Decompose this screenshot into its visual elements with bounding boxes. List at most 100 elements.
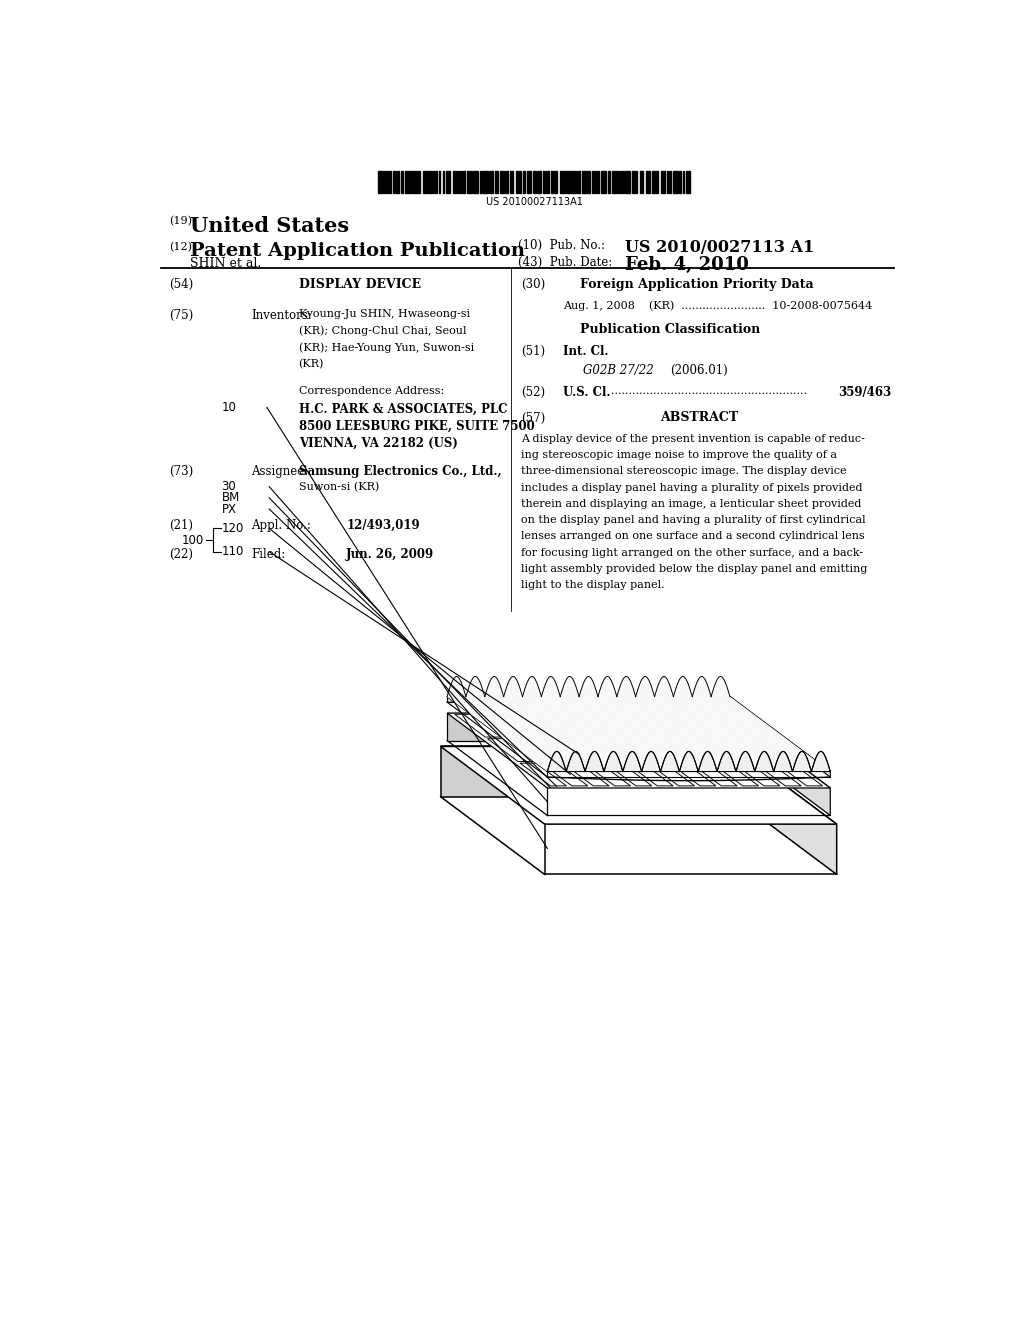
Polygon shape [658,739,705,762]
Bar [401,172,402,194]
Polygon shape [647,714,693,737]
Polygon shape [698,751,717,771]
Polygon shape [642,751,660,771]
Bar [636,172,637,194]
Bar [483,172,487,194]
Bar [384,172,388,194]
Polygon shape [733,746,837,874]
Polygon shape [637,739,683,762]
Bar [534,172,536,194]
Polygon shape [548,751,566,771]
Polygon shape [447,713,830,788]
Bar [538,172,541,194]
Polygon shape [572,739,620,762]
Text: Suwon-si (KR): Suwon-si (KR) [299,482,379,492]
Bar [546,172,550,194]
Text: 359/463: 359/463 [839,385,892,399]
Polygon shape [440,746,837,824]
Text: United States: United States [189,216,349,236]
Text: therein and displaying an image, a lenticular sheet provided: therein and displaying an image, a lenti… [521,499,861,510]
Bar [686,172,689,194]
Polygon shape [733,763,780,785]
Bar [640,172,643,194]
Bar [516,172,518,194]
Polygon shape [504,677,623,771]
Bar [625,172,630,194]
Text: PX: PX [221,503,237,516]
Polygon shape [522,677,642,771]
Polygon shape [604,714,650,737]
Bar [396,172,399,194]
Bar [632,172,635,194]
Polygon shape [736,751,755,771]
Polygon shape [542,763,588,785]
Polygon shape [447,677,566,771]
Polygon shape [509,739,555,762]
Bar [601,172,606,194]
Bar [612,172,616,194]
Polygon shape [563,763,609,785]
Text: (21): (21) [169,519,194,532]
Polygon shape [711,714,757,737]
Bar [679,172,681,194]
Bar [527,172,530,194]
Text: (43)  Pub. Date:: (43) Pub. Date: [518,256,612,269]
Bar [519,172,521,194]
Polygon shape [691,763,737,785]
Bar [607,172,610,194]
Text: (KR); Hae-Young Yun, Suwon-si: (KR); Hae-Young Yun, Suwon-si [299,342,474,352]
Text: (KR); Chong-Chul Chai, Seoul: (KR); Chong-Chul Chai, Seoul [299,326,466,337]
Text: (52): (52) [521,385,545,399]
Polygon shape [616,677,736,771]
Polygon shape [689,714,736,737]
Polygon shape [615,739,662,762]
Bar [427,172,432,194]
Text: 10: 10 [221,401,237,414]
Polygon shape [669,714,715,737]
Bar [473,172,477,194]
Polygon shape [626,714,672,737]
Bar [652,172,654,194]
Bar [378,172,383,194]
Polygon shape [447,697,830,771]
Polygon shape [711,677,830,771]
Text: 12/493,019: 12/493,019 [346,519,420,532]
Bar [456,172,460,194]
Bar [389,172,391,194]
Polygon shape [680,739,726,762]
Text: on the display panel and having a plurality of first cylindrical: on the display panel and having a plural… [521,515,865,525]
Text: Appl. No.:: Appl. No.: [251,519,311,532]
Polygon shape [583,714,629,737]
Polygon shape [793,751,811,771]
Text: Filed:: Filed: [251,548,286,561]
Polygon shape [440,746,733,797]
Bar [670,172,672,194]
Text: Publication Classification: Publication Classification [581,323,761,337]
Text: DISPLAY DEVICE: DISPLAY DEVICE [299,279,421,292]
Bar [673,172,678,194]
Text: US 2010/0027113 A1: US 2010/0027113 A1 [625,239,814,256]
Text: Aug. 1, 2008    (KR)  ........................  10-2008-0075644: Aug. 1, 2008 (KR) ......................… [563,301,872,312]
Bar [417,172,420,194]
Polygon shape [811,751,830,771]
Polygon shape [604,751,623,771]
Text: Assignee:: Assignee: [251,466,308,478]
Text: (57): (57) [521,412,545,425]
Polygon shape [542,677,660,771]
Bar [442,172,444,194]
Polygon shape [722,739,769,762]
Polygon shape [530,739,577,762]
Bar [406,172,410,194]
Bar [565,172,570,194]
Text: 110: 110 [221,545,244,558]
Polygon shape [466,677,585,771]
Text: (73): (73) [169,466,194,478]
Bar [660,172,666,194]
Bar [463,172,465,194]
Bar [510,172,513,194]
Bar [500,172,504,194]
Polygon shape [598,677,717,771]
Text: (10)  Pub. No.:: (10) Pub. No.: [518,239,605,252]
Text: (12): (12) [169,242,193,252]
Polygon shape [566,751,585,771]
